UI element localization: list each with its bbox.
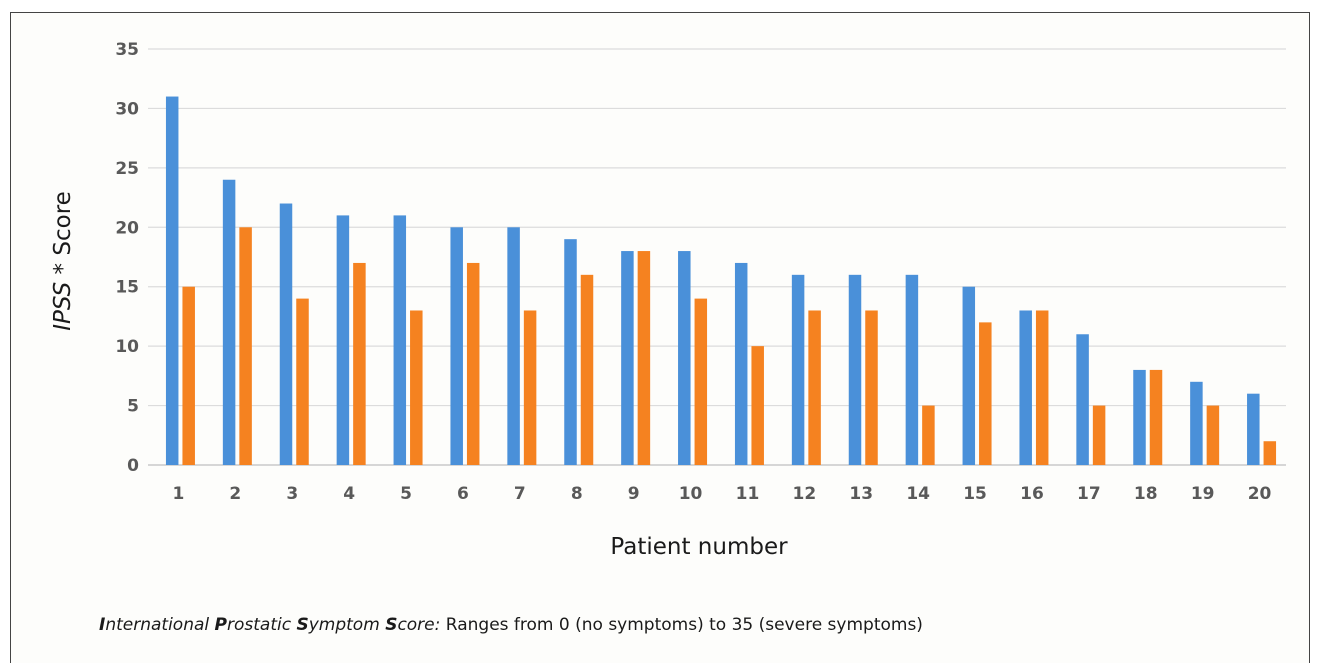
term-rest: ymptom bbox=[308, 615, 386, 635]
x-axis-title: Patient number bbox=[610, 534, 788, 560]
term-rest: rostatic bbox=[227, 615, 297, 635]
x-tick-label: 1 bbox=[173, 484, 185, 504]
x-tick-label: 12 bbox=[793, 484, 817, 504]
x-tick-label: 9 bbox=[628, 484, 640, 504]
bar-series1-patient-11 bbox=[734, 262, 748, 465]
bar-series1-patient-19 bbox=[1190, 381, 1203, 465]
x-tick-label: 5 bbox=[400, 484, 412, 504]
bar-series1-patient-10 bbox=[678, 251, 691, 465]
y-tick-label: 25 bbox=[115, 159, 139, 179]
bar-series2-patient-13 bbox=[865, 310, 878, 465]
x-axis-ticks: 1 2 3 4 5 6 7 8 9 10 11 12 13 14 15 16 17 18 19 20 bbox=[173, 484, 1272, 504]
bar-series1-patient-13 bbox=[848, 274, 862, 465]
bar-series1-patient-4 bbox=[336, 215, 350, 465]
bar-series2-patient-4 bbox=[353, 262, 366, 465]
bar-series1-patient-2 bbox=[222, 179, 236, 465]
bar-series1-patient-12 bbox=[791, 274, 805, 465]
bar-series2-patient-11 bbox=[751, 346, 764, 465]
bar-series2-patient-1 bbox=[182, 286, 195, 465]
footnote-description: Ranges from 0 (no symptoms) to 35 (sever… bbox=[445, 615, 923, 635]
y-tick-label: 30 bbox=[115, 99, 139, 119]
bar-series1-patient-9 bbox=[621, 251, 634, 465]
bar-series1-patient-20 bbox=[1247, 393, 1260, 465]
x-tick-label: 18 bbox=[1134, 484, 1158, 504]
term-initial: I bbox=[99, 615, 106, 635]
bar-series1-patient-17 bbox=[1076, 334, 1089, 465]
y-tick-label: 10 bbox=[115, 337, 139, 357]
bar-series2-patient-7 bbox=[523, 310, 537, 465]
bar-series2-patient-8 bbox=[580, 274, 594, 465]
bar-series2-patient-14 bbox=[922, 405, 935, 465]
term-initial: S bbox=[385, 615, 398, 635]
bar-series2-patient-18 bbox=[1149, 369, 1163, 465]
bar-series2-patient-2 bbox=[239, 227, 252, 465]
x-tick-label: 7 bbox=[514, 484, 526, 504]
bar-series1-patient-7 bbox=[507, 227, 520, 465]
y-axis-title: IPSS * Score bbox=[50, 191, 76, 331]
x-tick-label: 10 bbox=[679, 484, 703, 504]
term-initial: P bbox=[214, 615, 227, 635]
x-tick-label: 17 bbox=[1077, 484, 1101, 504]
bar-series2-patient-19 bbox=[1206, 405, 1220, 465]
bar-series2-patient-12 bbox=[808, 310, 821, 465]
bar-series1-patient-18 bbox=[1133, 369, 1146, 465]
x-tick-label: 2 bbox=[229, 484, 241, 504]
bar-series2-patient-5 bbox=[410, 310, 423, 465]
y-axis-title-rest: * Score bbox=[50, 191, 76, 282]
bar-series2-patient-16 bbox=[1035, 310, 1049, 465]
bar-series1-patient-5 bbox=[393, 215, 407, 465]
bar-series1-patient-3 bbox=[279, 203, 293, 465]
x-tick-label: 20 bbox=[1248, 484, 1272, 504]
bar-series2-patient-6 bbox=[466, 262, 480, 465]
x-tick-label: 19 bbox=[1191, 484, 1215, 504]
term-rest: nternational bbox=[105, 615, 215, 635]
y-tick-label: 20 bbox=[115, 218, 139, 238]
x-tick-label: 4 bbox=[343, 484, 355, 504]
x-tick-label: 6 bbox=[457, 484, 469, 504]
y-tick-label: 35 bbox=[115, 40, 139, 60]
bar-series2-patient-15 bbox=[979, 322, 992, 465]
bar-series1-patient-1 bbox=[165, 96, 179, 466]
bar-series1-patient-15 bbox=[962, 286, 976, 465]
x-tick-label: 14 bbox=[906, 484, 930, 504]
term-initial: S bbox=[296, 615, 309, 635]
y-tick-label: 0 bbox=[127, 456, 139, 476]
bar-series1-patient-14 bbox=[905, 274, 919, 465]
x-tick-label: 8 bbox=[571, 484, 583, 504]
x-tick-label: 16 bbox=[1020, 484, 1044, 504]
footnote-term: International Prostatic Symptom Score: bbox=[99, 615, 446, 635]
bar-series1-patient-8 bbox=[564, 239, 577, 465]
bar-series2-patient-3 bbox=[296, 298, 309, 465]
y-axis-ticks: 0 5 10 15 20 25 30 35 bbox=[115, 40, 139, 476]
bar-series1-patient-6 bbox=[450, 227, 463, 465]
bar-series2-patient-17 bbox=[1092, 405, 1106, 465]
x-tick-label: 13 bbox=[849, 484, 873, 504]
x-tick-label: 11 bbox=[736, 484, 760, 504]
term-rest: core: bbox=[397, 615, 441, 635]
bars bbox=[165, 96, 1277, 466]
bar-series2-patient-9 bbox=[637, 251, 651, 465]
y-tick-label: 15 bbox=[115, 278, 139, 298]
bar-series1-patient-16 bbox=[1019, 310, 1032, 465]
x-tick-label: 15 bbox=[963, 484, 987, 504]
bar-series2-patient-10 bbox=[694, 298, 708, 465]
x-tick-label: 3 bbox=[286, 484, 298, 504]
y-axis-title-italic: IPSS bbox=[50, 282, 76, 331]
gridlines bbox=[148, 48, 1286, 466]
chart-frame: 0 5 10 15 20 25 30 35 1 2 3 4 5 6 7 8 9 10 11 12 13 14 15 16 17… bbox=[10, 12, 1310, 663]
y-tick-label: 5 bbox=[127, 397, 139, 417]
bar-series2-patient-20 bbox=[1263, 441, 1277, 465]
footnote: International Prostatic Symptom Score: R… bbox=[99, 615, 923, 635]
